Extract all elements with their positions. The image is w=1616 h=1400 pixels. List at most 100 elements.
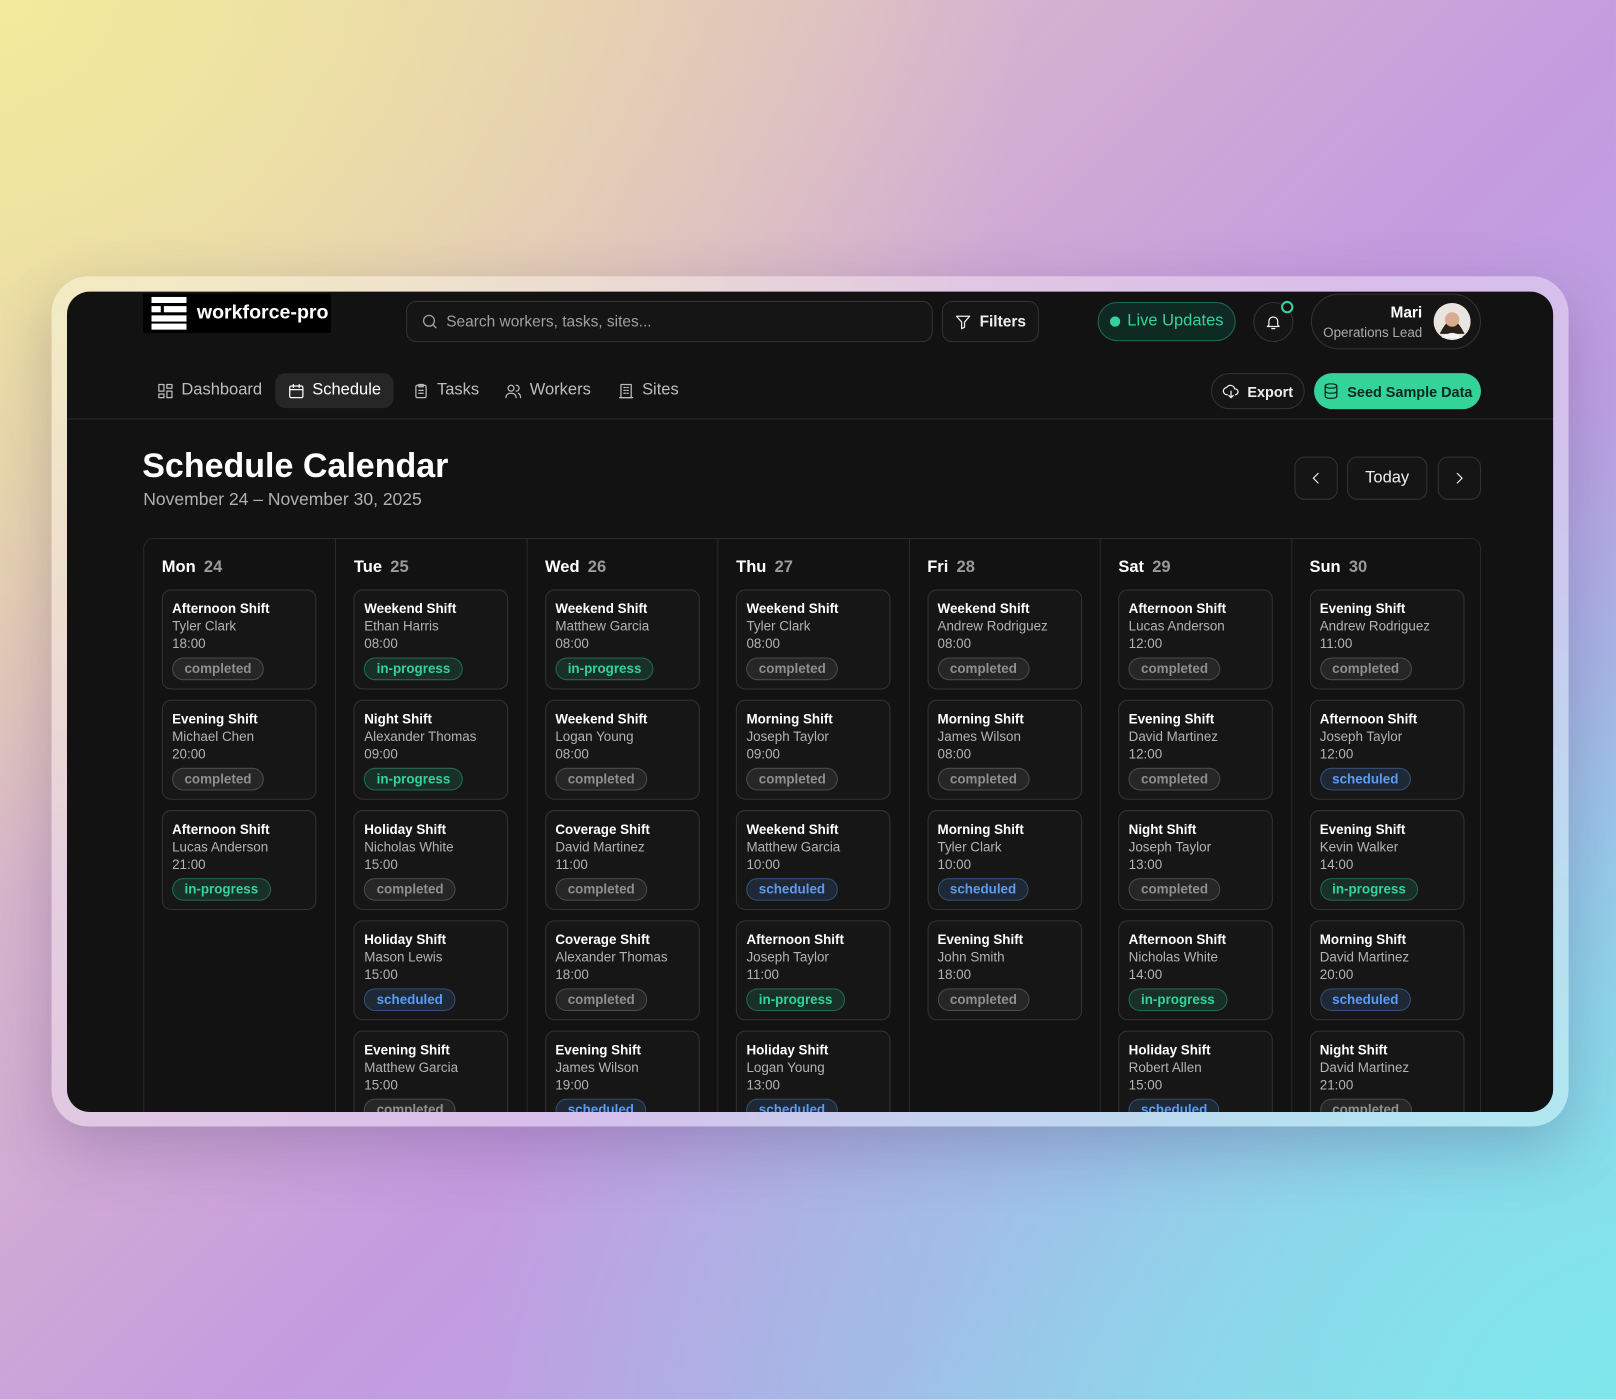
workers-icon (505, 384, 522, 398)
nav-schedule[interactable]: Schedule (275, 373, 394, 409)
nav-label: Dashboard (181, 381, 263, 399)
filters-button[interactable]: Filters (941, 300, 1039, 343)
shift-time: 12:00 (1319, 746, 1354, 762)
status-badge: in-progress (364, 767, 463, 791)
shift-time: 21:00 (172, 856, 206, 872)
weekday: Mon (161, 558, 196, 577)
day-column: Tue 25 Weekend Shift Ethan Harris 08:00 in-pr… (335, 539, 527, 1113)
shift-card[interactable]: Afternoon Shift Tyler Clark 18:00 completed (161, 589, 317, 690)
logo-icon (151, 296, 187, 330)
live-updates-toggle[interactable]: Live Updates (1097, 301, 1236, 342)
shift-name: Morning Shift (1319, 931, 1407, 948)
shift-card[interactable]: Weekend Shift Ethan Harris 08:00 in-progres… (353, 589, 509, 690)
shift-card[interactable]: Night Shift Alexander Thomas 09:00 in-progr… (353, 699, 509, 800)
shift-worker: Joseph Taylor (1128, 838, 1212, 855)
shift-card[interactable]: Holiday Shift Nicholas White 15:00 complete… (353, 810, 509, 911)
shift-card[interactable]: Weekend Shift Matthew Garcia 10:00 schedule… (736, 810, 891, 911)
weekday: Wed (545, 558, 580, 577)
shift-worker: James Wilson (937, 728, 1021, 745)
today-button[interactable]: Today (1346, 456, 1428, 500)
shift-worker: Mason Lewis (364, 949, 443, 965)
previous-week-button[interactable] (1294, 456, 1338, 500)
seed-data-button[interactable]: Seed Sample Data (1314, 373, 1481, 410)
day-number: 29 (1152, 558, 1171, 577)
shift-time: 10:00 (937, 856, 972, 872)
shift-worker: James Wilson (555, 1059, 639, 1075)
status-badge: completed (555, 767, 648, 791)
shift-worker: Andrew Rodriguez (1319, 618, 1430, 634)
shift-card[interactable]: Coverage Shift Alexander Thomas 18:00 compl… (545, 920, 700, 1021)
shift-card[interactable]: Evening Shift Matthew Garcia 15:00 complete… (353, 1030, 509, 1113)
shift-name: Weekend Shift (555, 711, 648, 727)
search-box[interactable]: Search workers, tasks, sites... (406, 300, 933, 343)
shift-worker: Michael Chen (172, 728, 255, 745)
user-menu[interactable]: Mari Operations Lead (1310, 293, 1481, 350)
shift-worker: David Martinez (1319, 949, 1410, 965)
brand-logo[interactable]: workforce-pro (143, 293, 331, 333)
shift-time: 09:00 (746, 746, 780, 762)
next-week-button[interactable] (1437, 456, 1481, 500)
nav-label: Sites (642, 381, 679, 399)
shift-time: 13:00 (746, 1076, 780, 1093)
nav-label: Workers (529, 381, 591, 399)
status-badge: in-progress (364, 657, 463, 681)
status-badge: scheduled (937, 878, 1029, 901)
shift-worker: Matthew Garcia (746, 838, 841, 855)
shift-name: Morning Shift (937, 821, 1024, 837)
status-badge: scheduled (555, 1098, 647, 1113)
shift-name: Morning Shift (937, 711, 1024, 727)
shift-time: 11:00 (555, 856, 588, 872)
today-label: Today (1365, 468, 1410, 487)
shift-card[interactable]: Night Shift David Martinez 21:00 completed (1309, 1030, 1465, 1113)
status-badge: completed (1128, 767, 1221, 791)
live-dot (1109, 316, 1121, 327)
nav-workers[interactable]: Workers (492, 373, 604, 408)
database-icon (1324, 383, 1338, 400)
shift-time: 15:00 (364, 1076, 398, 1093)
shift-card[interactable]: Afternoon Shift Nicholas White 14:00 in-pro… (1118, 920, 1273, 1021)
shift-card[interactable]: Afternoon Shift Lucas Anderson 12:00 comple… (1118, 589, 1273, 690)
shift-worker: Joseph Taylor (746, 728, 829, 745)
shift-card[interactable]: Evening Shift David Martinez 12:00 complete… (1118, 699, 1273, 800)
shift-card[interactable]: Evening Shift James Wilson 19:00 scheduled (545, 1030, 700, 1113)
nav-sites[interactable]: Sites (605, 373, 691, 408)
shift-card[interactable]: Morning Shift Joseph Taylor 09:00 completed (736, 699, 891, 800)
shift-card[interactable]: Weekend Shift Matthew Garcia 08:00 in-progr… (545, 589, 700, 690)
shift-card[interactable]: Evening Shift John Smith 18:00 completed (927, 920, 1082, 1021)
shift-card[interactable]: Evening Shift Andrew Rodriguez 11:00 comple… (1309, 589, 1465, 690)
shift-card[interactable]: Holiday Shift Mason Lewis 15:00 scheduled (353, 920, 509, 1021)
shift-card[interactable]: Morning Shift Tyler Clark 10:00 scheduled (927, 810, 1082, 911)
shift-name: Night Shift (364, 711, 432, 727)
shift-card[interactable]: Afternoon Shift Joseph Taylor 12:00 schedul… (1309, 699, 1465, 800)
shift-card[interactable]: Afternoon Shift Joseph Taylor 11:00 in-prog… (736, 920, 891, 1021)
shift-card[interactable]: Weekend Shift Andrew Rodriguez 08:00 comple… (927, 589, 1082, 690)
nav-dashboard[interactable]: Dashboard (144, 373, 274, 408)
shift-card[interactable]: Holiday Shift Robert Allen 15:00 scheduled (1118, 1030, 1273, 1113)
shift-name: Night Shift (1128, 821, 1197, 837)
nav-tasks[interactable]: Tasks (400, 373, 492, 408)
shift-card[interactable]: Evening Shift Kevin Walker 14:00 in-progres… (1309, 810, 1465, 911)
export-button[interactable]: Export (1210, 373, 1305, 410)
status-badge: completed (937, 988, 1030, 1012)
weekday: Tue (353, 558, 383, 577)
shift-card[interactable]: Night Shift Joseph Taylor 13:00 completed (1118, 810, 1273, 911)
shift-card[interactable]: Afternoon Shift Lucas Anderson 21:00 in-pro… (161, 810, 317, 911)
shift-card[interactable]: Evening Shift Michael Chen 20:00 completed (161, 699, 317, 800)
shift-card[interactable]: Morning Shift James Wilson 08:00 completed (927, 699, 1082, 800)
shift-card[interactable]: Weekend Shift Logan Young 08:00 completed (545, 699, 700, 800)
shift-card[interactable]: Coverage Shift David Martinez 11:00 complet… (545, 810, 700, 911)
status-badge: completed (746, 767, 839, 791)
user-role: Operations Lead (1323, 324, 1423, 340)
shift-card[interactable]: Holiday Shift Logan Young 13:00 scheduled (736, 1030, 891, 1113)
day-column: Wed 26 Weekend Shift Matthew Garcia 08:00 in-… (526, 539, 718, 1113)
shift-name: Coverage Shift (555, 931, 650, 948)
shift-time: 12:00 (1128, 746, 1163, 762)
shift-name: Holiday Shift (1128, 1041, 1211, 1058)
shift-card[interactable]: Weekend Shift Tyler Clark 08:00 completed (736, 589, 891, 690)
status-badge: completed (555, 878, 648, 901)
shift-time: 15:00 (364, 966, 398, 983)
status-badge: completed (172, 767, 264, 791)
shift-card[interactable]: Morning Shift David Martinez 20:00 schedule… (1309, 920, 1465, 1021)
